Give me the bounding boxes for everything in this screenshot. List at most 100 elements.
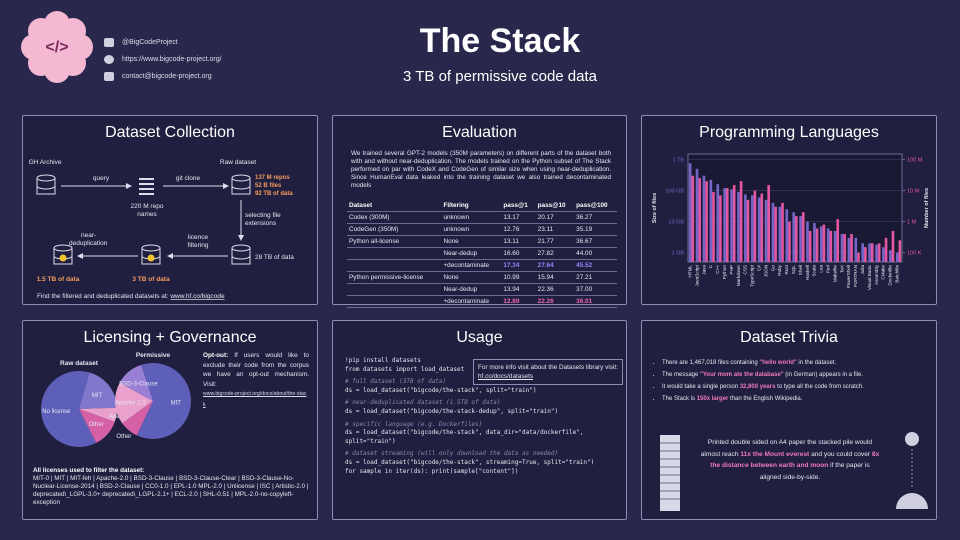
x-tick-label: SQL <box>791 265 796 275</box>
pie-slice <box>79 407 117 422</box>
bullet-text: There are 1,467,018 files containing <box>662 360 760 366</box>
opt-out: Opt-out: If users would like to exclude … <box>203 351 309 410</box>
panel-title: Evaluation <box>442 124 517 141</box>
table-cell: +decontaminate <box>441 259 502 272</box>
table-cell: 36.67 <box>574 235 617 248</box>
bar <box>760 193 764 262</box>
bar <box>767 185 771 262</box>
edge-label: extensions <box>245 220 277 227</box>
earth-moon-icon <box>896 432 928 509</box>
bar <box>702 175 706 262</box>
bar <box>705 181 708 262</box>
web-icon <box>104 55 114 64</box>
bullet-text: "hello world" <box>759 360 797 366</box>
edge-label: selecting file <box>245 212 281 219</box>
x-tick-label: Scala <box>812 265 817 277</box>
column-header: Filtering <box>441 200 502 212</box>
table-row: Near-dedup 13.94 22.36 37.00 <box>347 283 617 296</box>
bar <box>730 189 733 262</box>
table-cell: 12.89 <box>501 295 536 308</box>
bullet: It would take a single person 32,800 yea… <box>662 381 947 393</box>
node-label: GH Archive <box>29 159 62 166</box>
bar <box>826 228 830 262</box>
y-tick-label: 10 GB <box>668 220 684 226</box>
paper-text: 8x the distance between earth and moon <box>710 450 880 470</box>
bar <box>806 221 809 262</box>
table-cell: 27.64 <box>535 259 575 272</box>
bar <box>898 240 902 262</box>
bar <box>819 226 823 262</box>
bar <box>709 179 713 262</box>
usage-panel: Usage !pip install datasets from datasets… <box>332 320 627 520</box>
bar <box>746 199 750 262</box>
table-cell <box>347 247 442 260</box>
bar <box>854 237 858 262</box>
panel-title: Dataset Trivia <box>740 329 838 346</box>
bar <box>753 190 757 262</box>
column-header: pass@1 <box>501 200 536 212</box>
bar <box>815 228 819 262</box>
code-line: # near-deduplicated dataset (1.5TB of da… <box>345 399 501 407</box>
slice-label: Other <box>116 434 131 440</box>
bar <box>889 250 892 262</box>
x-tick-label: CMake <box>881 265 886 280</box>
bullet-text: (in German) appears in a file. <box>783 372 864 378</box>
x-tick-label: JSON <box>763 265 768 277</box>
bullet-text: in the dataset. <box>796 360 837 366</box>
x-tick-label: Lua <box>819 265 824 273</box>
bar <box>725 188 729 262</box>
table-cell: 12.76 <box>501 223 536 236</box>
table-cell: 22.26 <box>535 295 575 308</box>
stat: 52 B files <box>255 183 282 189</box>
contact: https://www.bigcode-project.org/ <box>122 56 222 63</box>
link[interactable]: www.hf.co/bigcode <box>169 293 225 300</box>
bar <box>813 223 816 262</box>
pie-title: Raw dataset <box>60 360 99 367</box>
table-cell: unknown <box>441 223 502 236</box>
bar <box>774 206 777 262</box>
bar <box>877 243 881 262</box>
code-block: !pip install datasets from datasets impor… <box>345 357 625 476</box>
table-cell: 13.94 <box>501 283 536 296</box>
link[interactable]: www.bigcode-project.org/docs/about/the-s… <box>203 391 307 408</box>
bar <box>882 247 885 262</box>
table-cell <box>347 259 442 272</box>
table-cell: +decontaminate <box>441 295 502 308</box>
x-tick-label: PowerShell <box>846 265 851 288</box>
link[interactable]: hf.co/docs/datasets <box>478 373 534 380</box>
column-header: pass@10 <box>535 200 575 212</box>
bar <box>691 175 695 262</box>
results-table: Dataset Filtering pass@1 pass@10 pass@100 Cod… <box>347 200 617 308</box>
table-cell: 44.00 <box>574 247 617 260</box>
paper-stack-icon <box>660 435 680 511</box>
pie-slice <box>79 409 115 443</box>
paper-text: and you could cover <box>809 450 872 458</box>
bar <box>808 230 812 262</box>
bullet-text: It would take a single person <box>662 384 740 390</box>
bar <box>716 184 720 262</box>
footer: Find the filtered and deduplicated datas… <box>37 293 225 300</box>
list-title: All licenses used to filter the dataset: <box>33 467 145 474</box>
paper-text: Printed double sided on A4 paper the sta… <box>700 439 873 458</box>
table-cell: Codex (300M) <box>347 211 442 224</box>
pipeline: GH Archive query 220 M repo names git cl… <box>29 159 295 300</box>
table-cell: CodeGen (350M) <box>347 223 442 236</box>
list-text: MIT-0 | MIT | MIT-feh | Apache-2.0 | BSD… <box>33 475 309 506</box>
bar <box>875 244 878 262</box>
paper-text: 11x the Mount everest <box>740 450 810 458</box>
edge-label: query <box>93 175 110 182</box>
y-tick-label: 1 GB <box>671 251 684 257</box>
table-row: Near-dedup 16.60 27.82 44.00 <box>347 247 617 260</box>
y2-tick-label: 100 K <box>907 251 922 257</box>
bar <box>799 216 802 262</box>
table-cell: 37.00 <box>574 283 617 296</box>
bar <box>857 252 860 262</box>
twitter-icon <box>104 38 114 47</box>
y-axis-label: Size of files <box>652 193 658 223</box>
x-tick-label: Shell <box>798 265 803 275</box>
table-cell: Python all-license <box>347 235 442 248</box>
panel-title: Programming Languages <box>699 124 879 141</box>
x-tick-label: Python <box>722 265 727 280</box>
slice-label: BSD-3-Clause <box>119 381 158 387</box>
bullet-text: than the English Wikipedia. <box>728 396 803 402</box>
